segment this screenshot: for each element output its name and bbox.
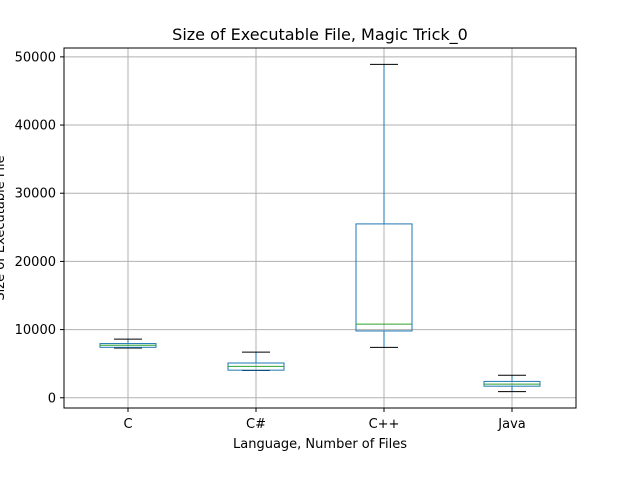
y-tick-label: 10000: [15, 323, 56, 338]
plot-frame: [63, 47, 577, 409]
y-tick-label: 50000: [15, 50, 56, 65]
x-tick-label: C#: [246, 417, 266, 432]
chart-title: Size of Executable File, Magic Trick_0: [172, 25, 468, 45]
box-C++: [355, 223, 413, 332]
box-layer: [99, 63, 541, 393]
x-tick-label: C: [123, 417, 132, 432]
tick-layer: 0 10000 20000 30000 40000 50000 C C# C++ Java: [15, 50, 526, 432]
x-tick-label: Java: [497, 417, 525, 432]
y-tick-label: 30000: [15, 187, 56, 202]
y-axis-label: Size of Executable File: [0, 155, 8, 300]
y-tick-label: 0: [48, 391, 56, 406]
x-tick-label: C++: [369, 417, 400, 432]
x-axis-label: Language, Number of Files: [233, 437, 407, 452]
y-tick-label: 20000: [15, 255, 56, 270]
y-tick-label: 40000: [15, 119, 56, 134]
